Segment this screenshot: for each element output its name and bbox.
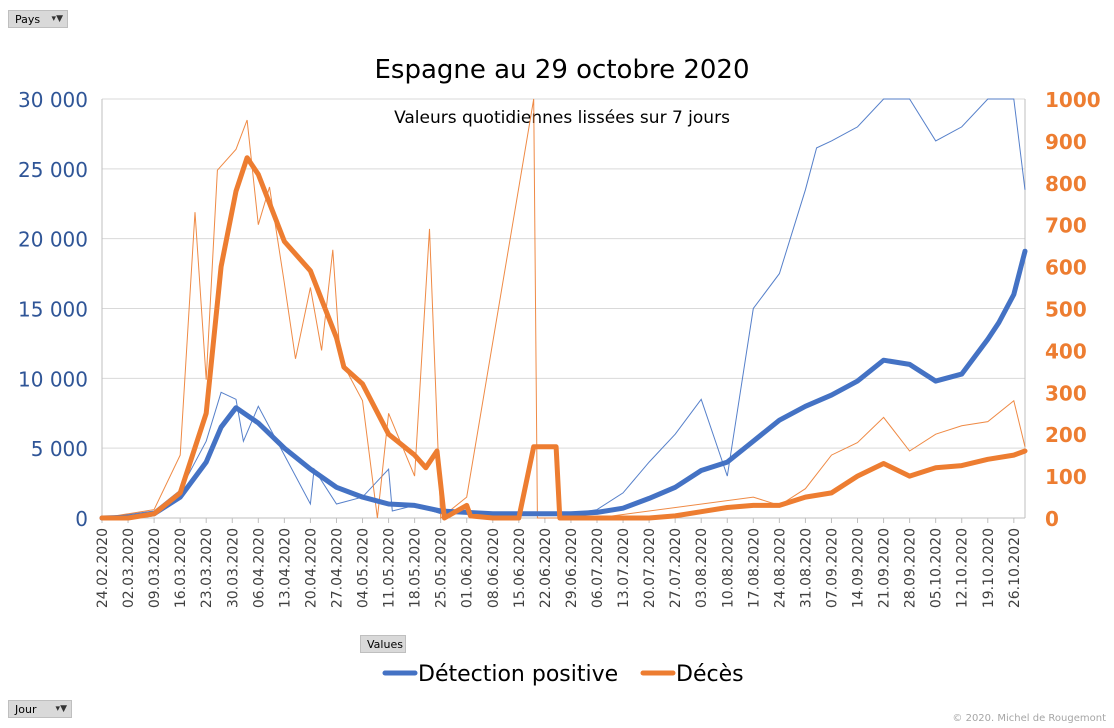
series-lines bbox=[99, 98, 1028, 521]
x-axis-tick-label: 16.03.2020 bbox=[173, 528, 189, 608]
x-axis-tick-label: 13.04.2020 bbox=[277, 528, 293, 608]
x-axis-tick-label: 23.03.2020 bbox=[199, 528, 215, 608]
right-axis-tick-label: 600 bbox=[1045, 256, 1087, 280]
legend: Détection positive Décès bbox=[382, 662, 744, 687]
x-axis-tick-label: 19.10.2020 bbox=[981, 528, 997, 608]
right-axis-tick-label: 300 bbox=[1045, 381, 1087, 405]
x-axis-tick-label: 26.10.2020 bbox=[1007, 528, 1023, 608]
x-axis-tick-label: 14.09.2020 bbox=[851, 528, 867, 608]
pays-filter-label: Pays bbox=[15, 12, 41, 26]
x-axis-tick-label: 28.09.2020 bbox=[903, 528, 919, 608]
left-axis-tick-label: 30 000 bbox=[18, 88, 88, 112]
x-axis-tick-label: 08.06.2020 bbox=[486, 528, 502, 608]
x-axis-tick-label: 27.04.2020 bbox=[329, 528, 345, 608]
x-axis-tick-label: 05.10.2020 bbox=[929, 528, 945, 608]
x-axis-tick-label: 20.04.2020 bbox=[303, 528, 319, 608]
x-axis-tick-label: 07.09.2020 bbox=[824, 528, 840, 608]
x-axis-tick-label: 10.08.2020 bbox=[720, 528, 736, 608]
x-axis-tick-label: 06.04.2020 bbox=[251, 528, 267, 608]
left-axis-tick-label: 10 000 bbox=[18, 367, 88, 391]
left-axis-tick-label: 0 bbox=[75, 507, 88, 531]
jour-filter-button[interactable]: Jour ▾▼ bbox=[8, 700, 72, 718]
x-axis-tick-label: 25.05.2020 bbox=[434, 528, 450, 608]
right-axis-tick-label: 100 bbox=[1045, 465, 1087, 489]
x-axis-tick-label: 18.05.2020 bbox=[408, 528, 424, 608]
x-axis-tick-label: 02.03.2020 bbox=[121, 528, 137, 608]
legend-label: Détection positive bbox=[418, 662, 618, 687]
right-axis-tick-label: 900 bbox=[1045, 130, 1087, 154]
chart-subtitle: Valeurs quotidiennes lissées sur 7 jours bbox=[394, 108, 730, 128]
right-axis-tick-label: 200 bbox=[1045, 423, 1087, 447]
pays-filter-button[interactable]: Pays ▾▼ bbox=[8, 10, 68, 28]
x-axis-tick-label: 17.08.2020 bbox=[746, 528, 762, 608]
x-axis-tick-label: 21.09.2020 bbox=[877, 528, 893, 608]
x-axis-tick-label: 20.07.2020 bbox=[642, 528, 658, 608]
right-axis-tick-label: 0 bbox=[1045, 507, 1059, 531]
right-axis-tick-label: 700 bbox=[1045, 214, 1087, 238]
left-axis-tick-label: 20 000 bbox=[18, 228, 88, 252]
axes: 0 5 000 10 000 15 000 20 000 25 000 30 000 0 100… bbox=[18, 88, 1101, 608]
x-axis-tick-label: 09.03.2020 bbox=[147, 528, 163, 608]
x-axis-tick-label: 22.06.2020 bbox=[538, 528, 554, 608]
x-axis-tick-label: 06.07.2020 bbox=[590, 528, 606, 608]
x-axis-tick-label: 11.05.2020 bbox=[382, 528, 398, 608]
x-axis-tick-label: 27.07.2020 bbox=[668, 528, 684, 608]
right-axis-tick-label: 400 bbox=[1045, 339, 1087, 363]
x-axis-tick-label: 24.02.2020 bbox=[95, 528, 111, 608]
x-axis-tick-label: 15.06.2020 bbox=[512, 528, 528, 608]
x-axis-tick-label: 04.05.2020 bbox=[356, 528, 372, 608]
right-axis-tick-label: 1000 bbox=[1045, 88, 1101, 112]
values-field-label: Values bbox=[367, 637, 403, 651]
series-smoothed-line bbox=[99, 248, 1028, 521]
filter-dropdown-icon: ▾▼ bbox=[55, 704, 67, 714]
x-axis-tick-label: 30.03.2020 bbox=[225, 528, 241, 608]
x-axis-tick-label: 24.08.2020 bbox=[772, 528, 788, 608]
right-axis-tick-label: 500 bbox=[1045, 298, 1087, 322]
left-axis-tick-label: 5 000 bbox=[31, 437, 88, 461]
series-smoothed-line bbox=[99, 155, 1028, 521]
x-axis-tick-label: 03.08.2020 bbox=[694, 528, 710, 608]
left-axis-tick-label: 15 000 bbox=[18, 298, 88, 322]
left-axis-tick-label: 25 000 bbox=[18, 158, 88, 182]
values-field-button[interactable]: Values bbox=[360, 635, 406, 653]
filter-dropdown-icon: ▾▼ bbox=[51, 14, 63, 24]
x-axis-tick-label: 31.08.2020 bbox=[798, 528, 814, 608]
right-axis-tick-label: 800 bbox=[1045, 172, 1087, 196]
x-axis-tick-label: 13.07.2020 bbox=[616, 528, 632, 608]
legend-label: Décès bbox=[676, 662, 744, 687]
x-axis-tick-label: 01.06.2020 bbox=[460, 528, 476, 608]
gridlines bbox=[102, 98, 1025, 519]
chart-title: Espagne au 29 octobre 2020 bbox=[374, 55, 749, 85]
jour-filter-label: Jour bbox=[15, 702, 37, 716]
copyright-text: © 2020. Michel de Rougemont bbox=[952, 713, 1106, 724]
x-axis-tick-label: 29.06.2020 bbox=[564, 528, 580, 608]
x-axis-tick-label: 12.10.2020 bbox=[955, 528, 971, 608]
